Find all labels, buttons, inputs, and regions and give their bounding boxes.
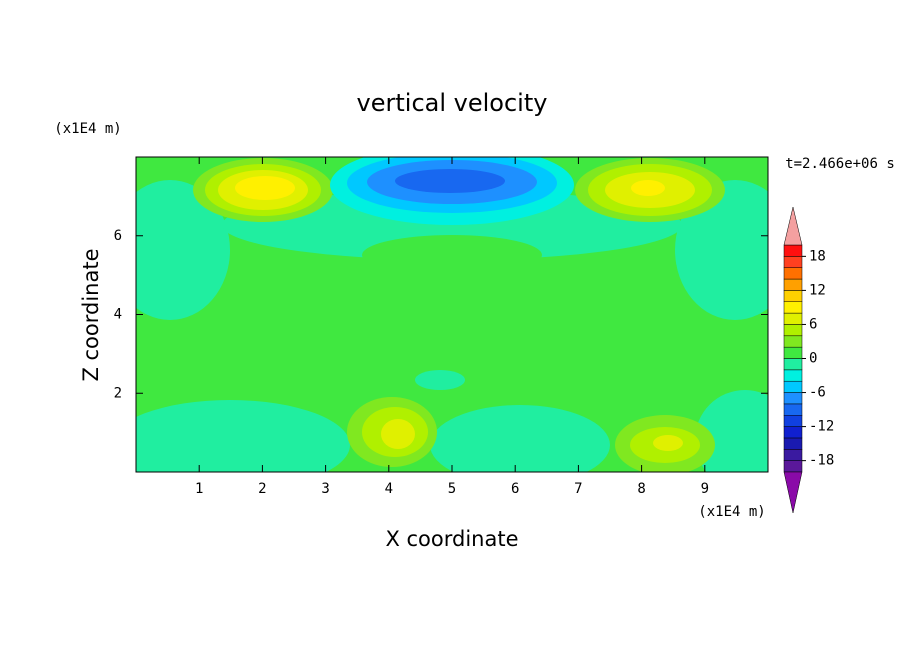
time-label: t=2.466e+06 s <box>785 156 895 172</box>
contour-fill <box>653 435 683 451</box>
colorbar-band <box>783 324 803 337</box>
colorbar-tick-label: 0 <box>809 351 817 367</box>
colorbar-under <box>783 471 803 514</box>
y-axis-label: Z coordinate <box>79 248 103 381</box>
x-tick-label: 9 <box>701 481 709 497</box>
contour-field <box>136 157 768 472</box>
y-unit-label: (x1E4 m) <box>54 121 121 137</box>
contour-fill <box>395 169 505 193</box>
colorbar-band <box>783 301 803 314</box>
contour-fill <box>415 370 465 390</box>
colorbar-band <box>783 335 803 348</box>
y-tick-label: 6 <box>114 228 122 244</box>
x-tick-label: 8 <box>637 481 645 497</box>
x-tick-label: 2 <box>258 481 266 497</box>
colorbar-tick-label: -12 <box>809 419 834 435</box>
colorbar-band <box>783 369 803 382</box>
colorbar-band <box>783 437 803 450</box>
colorbar-band <box>783 278 803 291</box>
contour-fill <box>675 180 768 320</box>
colorbar-band <box>783 312 803 325</box>
contour-fill <box>631 180 665 196</box>
x-tick-label: 7 <box>574 481 582 497</box>
x-tick-label: 6 <box>511 481 519 497</box>
contour-fill <box>136 180 230 320</box>
colorbar-band <box>783 358 803 371</box>
chart-title: vertical velocity <box>357 89 548 117</box>
colorbar-tick-label: 18 <box>809 248 826 264</box>
colorbar-band <box>783 267 803 280</box>
colorbar-tick-label: -6 <box>809 385 826 401</box>
colorbar-band <box>783 415 803 427</box>
x-unit-label: (x1E4 m) <box>698 504 765 520</box>
contour-fill <box>430 405 610 472</box>
colorbar-band <box>783 392 803 405</box>
x-tick-label: 4 <box>385 481 393 497</box>
colorbar-band <box>783 426 803 439</box>
contour-fill <box>362 235 542 275</box>
y-tick-label: 2 <box>114 385 122 401</box>
colorbar-band <box>783 449 803 461</box>
colorbar-tick-label: -18 <box>809 453 834 469</box>
contour-fill <box>235 176 295 200</box>
colorbar-band <box>783 256 803 268</box>
x-tick-label: 5 <box>448 481 456 497</box>
colorbar-tick-label: 6 <box>809 316 817 332</box>
colorbar-band <box>783 403 803 416</box>
x-tick-label: 1 <box>195 481 203 497</box>
colorbar-band <box>783 380 803 393</box>
colorbar-over <box>783 206 803 246</box>
contour-fill <box>381 419 415 449</box>
colorbar-tick-label: 12 <box>809 282 826 298</box>
colorbar-band <box>783 460 803 473</box>
colorbar-band <box>783 244 803 257</box>
x-tick-label: 3 <box>321 481 329 497</box>
y-tick-label: 4 <box>114 307 122 323</box>
colorbar-band <box>783 290 803 302</box>
x-axis-label: X coordinate <box>385 527 518 551</box>
contour-fill <box>136 400 350 472</box>
colorbar-band <box>783 346 803 359</box>
